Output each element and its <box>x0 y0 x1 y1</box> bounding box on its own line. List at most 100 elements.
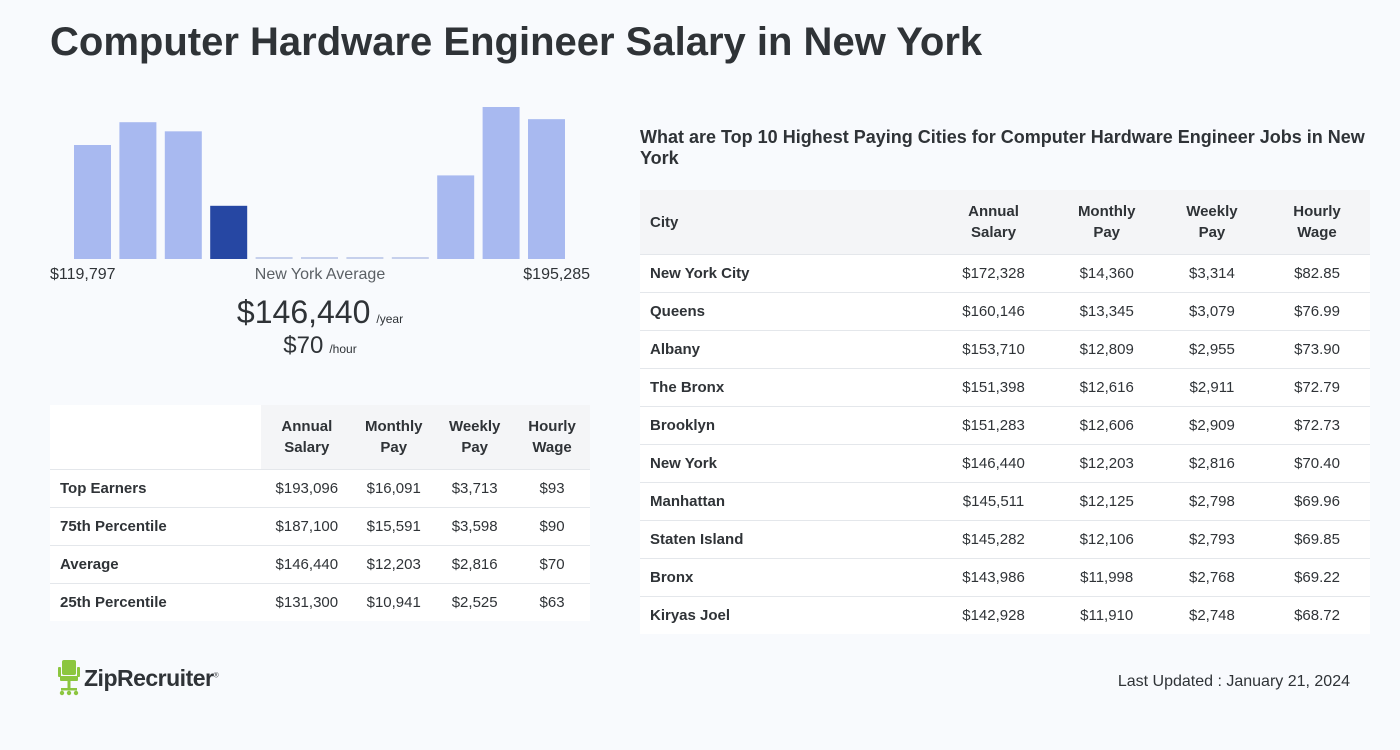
column-header <box>50 405 262 470</box>
histogram-bar <box>346 257 384 259</box>
histogram-bar <box>164 131 202 259</box>
table-cell: $151,283 <box>933 406 1054 445</box>
table-row: The Bronx $151,398 $12,616 $2,911 $72.79 <box>640 368 1370 407</box>
histogram-bar <box>119 122 157 259</box>
table-cell: $12,809 <box>1053 330 1160 369</box>
table-row: New York City $172,328 $14,360 $3,314 $82.85 <box>640 254 1370 293</box>
table-row: 75th Percentile $187,100 $15,591 $3,598 $90 <box>50 507 590 546</box>
table-cell: $2,525 <box>435 583 515 621</box>
row-label: New York City <box>640 254 934 293</box>
histogram-bar <box>528 119 565 259</box>
average-annual-unit: /year <box>376 312 404 326</box>
table-cell: $145,282 <box>933 520 1054 559</box>
table-cell: $3,598 <box>435 507 515 546</box>
column-header: Weekly Pay <box>1159 190 1265 255</box>
table-cell: $2,911 <box>1159 368 1265 407</box>
table-cell: $142,928 <box>933 596 1054 634</box>
table-cell: $145,511 <box>933 482 1054 521</box>
row-label: Queens <box>640 292 934 331</box>
table-cell: $146,440 <box>261 545 353 584</box>
table-row: New York $146,440 $12,203 $2,816 $70.40 <box>640 444 1370 483</box>
table-cell: $2,909 <box>1159 406 1265 445</box>
row-label: New York <box>640 444 934 483</box>
histogram-bar <box>301 257 338 259</box>
table-cell: $16,091 <box>352 469 436 508</box>
table-cell: $90 <box>514 507 590 546</box>
column-header: Weekly Pay <box>435 405 515 470</box>
row-label: Kiryas Joel <box>640 596 934 634</box>
table-row: Staten Island $145,282 $12,106 $2,793 $69.85 <box>640 520 1370 559</box>
table-cell: $82.85 <box>1264 254 1370 293</box>
table-row: 25th Percentile $131,300 $10,941 $2,525 $63 <box>50 583 590 621</box>
row-label: Brooklyn <box>640 406 934 445</box>
average-annual: $146,440/year <box>50 294 590 331</box>
table-row: Kiryas Joel $142,928 $11,910 $2,748 $68.72 <box>640 596 1370 634</box>
table-cell: $12,125 <box>1053 482 1160 521</box>
table-cell: $131,300 <box>261 583 353 621</box>
column-header: Monthly Pay <box>1053 190 1160 255</box>
histogram-bar <box>210 205 248 259</box>
row-label: Albany <box>640 330 934 369</box>
table-cell: $72.79 <box>1264 368 1370 407</box>
table-cell: $12,203 <box>352 545 436 584</box>
column-header: City <box>640 190 934 255</box>
row-label: 75th Percentile <box>50 507 262 546</box>
table-cell: $11,910 <box>1053 596 1160 634</box>
table-cell: $172,328 <box>933 254 1054 293</box>
row-label: Staten Island <box>640 520 934 559</box>
table-cell: $63 <box>514 583 590 621</box>
table-cell: $72.73 <box>1264 406 1370 445</box>
average-caption: New York Average <box>254 266 386 283</box>
table-row: Top Earners $193,096 $16,091 $3,713 $93 <box>50 469 590 508</box>
table-cell: $153,710 <box>933 330 1054 369</box>
table-cell: $15,591 <box>352 507 436 546</box>
table-row: Albany $153,710 $12,809 $2,955 $73.90 <box>640 330 1370 369</box>
percentile-table: Annual Salary Monthly Pay Weekly Pay Hourly Wag… <box>50 405 590 621</box>
range-max-label: $195,285 <box>523 266 590 283</box>
percentile-table-header: Annual Salary Monthly Pay Weekly Pay Hourly Wag… <box>50 405 590 470</box>
table-cell: $12,106 <box>1053 520 1160 559</box>
table-cell: $12,606 <box>1053 406 1160 445</box>
table-cell: $10,941 <box>352 583 436 621</box>
page-title: Computer Hardware Engineer Salary in New… <box>50 20 983 64</box>
row-label: Top Earners <box>50 469 262 508</box>
row-label: Manhattan <box>640 482 934 521</box>
table-cell: $73.90 <box>1264 330 1370 369</box>
cities-heading: What are Top 10 Highest Paying Cities fo… <box>640 127 1365 168</box>
chair-icon <box>58 660 80 696</box>
table-row: Manhattan $145,511 $12,125 $2,798 $69.96 <box>640 482 1370 521</box>
table-cell: $93 <box>514 469 590 508</box>
table-row: Queens $160,146 $13,345 $3,079 $76.99 <box>640 292 1370 331</box>
percentile-table-body: Top Earners $193,096 $16,091 $3,713 $93 75th … <box>50 469 590 621</box>
row-label: The Bronx <box>640 368 934 407</box>
table-cell: $12,616 <box>1053 368 1160 407</box>
table-cell: $3,079 <box>1159 292 1265 331</box>
row-label: 25th Percentile <box>50 583 262 621</box>
table-cell: $69.96 <box>1264 482 1370 521</box>
table-cell: $2,768 <box>1159 558 1265 597</box>
table-cell: $2,798 <box>1159 482 1265 521</box>
table-cell: $193,096 <box>261 469 353 508</box>
histogram-bar <box>437 175 475 259</box>
column-header: Hourly Wage <box>514 405 590 470</box>
average-hourly-unit: /hour <box>329 342 357 356</box>
table-cell: $146,440 <box>933 444 1054 483</box>
average-annual-value: $146,440 <box>236 294 371 330</box>
average-hourly: $70/hour <box>50 332 590 360</box>
row-label: Average <box>50 545 262 584</box>
table-cell: $2,816 <box>1159 444 1265 483</box>
table-cell: $70.40 <box>1264 444 1370 483</box>
table-cell: $76.99 <box>1264 292 1370 331</box>
table-row: Bronx $143,986 $11,998 $2,768 $69.22 <box>640 558 1370 597</box>
city-table-header: City Annual Salary Monthly Pay Weekly Pay Hourl… <box>640 190 1370 255</box>
average-hourly-value: $70 <box>283 332 324 359</box>
histogram-bar <box>482 107 520 259</box>
city-table-body: New York City $172,328 $14,360 $3,314 $82.85… <box>640 254 1370 634</box>
table-cell: $3,314 <box>1159 254 1265 293</box>
ziprecruiter-logo[interactable]: ZipRecruiter® <box>58 660 219 696</box>
table-cell: $13,345 <box>1053 292 1160 331</box>
logo-registered-mark: ® <box>213 671 219 679</box>
table-cell: $187,100 <box>261 507 353 546</box>
range-min-label: $119,797 <box>50 266 116 283</box>
table-cell: $2,793 <box>1159 520 1265 559</box>
